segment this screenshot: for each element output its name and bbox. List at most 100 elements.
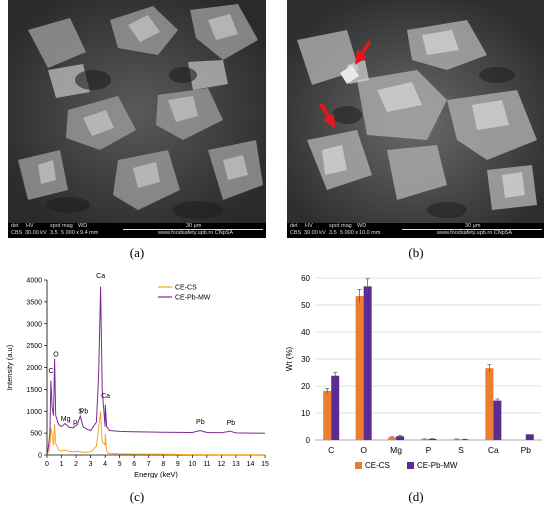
site-label: www.foodsafety.upb.ro CNpSA bbox=[437, 230, 513, 236]
category-label: Ca bbox=[488, 445, 499, 455]
legend-swatch bbox=[407, 462, 414, 469]
label-spot: spot bbox=[329, 223, 340, 229]
sem-texture-b bbox=[287, 0, 544, 223]
category-label: P bbox=[426, 445, 432, 455]
y-tick-label: 50 bbox=[301, 301, 310, 310]
value-spot: 3.5 bbox=[329, 230, 337, 236]
y-axis-label: Intensity (a.u) bbox=[5, 344, 14, 390]
bar-ca-2 bbox=[493, 400, 502, 440]
x-tick-label: 10 bbox=[188, 461, 196, 468]
x-tick-label: 2 bbox=[74, 461, 78, 468]
peak-label: C bbox=[49, 368, 54, 375]
y-tick-label: 3500 bbox=[26, 299, 42, 306]
x-tick-label: 14 bbox=[247, 461, 255, 468]
scale-label: 30 μm bbox=[186, 223, 202, 229]
value-wd: 9.4 mm bbox=[80, 230, 99, 236]
y-tick-label: 0 bbox=[306, 436, 311, 445]
value-hv: 30.00 kV bbox=[304, 230, 326, 236]
x-tick-label: 0 bbox=[45, 461, 49, 468]
legend-label: CE-Pb-MW bbox=[175, 295, 211, 302]
y-tick-label: 500 bbox=[30, 431, 42, 438]
y-tick-label: 2500 bbox=[26, 343, 42, 350]
label-wd: WD bbox=[78, 223, 88, 229]
y-tick-label: 2000 bbox=[26, 365, 42, 372]
sem-image-b: det HV spot mag WD CBS 30.00 kV 3.5 5 00… bbox=[287, 0, 544, 238]
x-tick-label: 9 bbox=[176, 461, 180, 468]
x-tick-label: 12 bbox=[218, 461, 226, 468]
site-label: www.foodsafety.upb.ro CNpSA bbox=[158, 230, 234, 236]
value-det: CBS bbox=[11, 230, 23, 236]
y-tick-label: 20 bbox=[301, 382, 310, 391]
peak-label: O bbox=[53, 352, 59, 359]
value-mag: 5 000 x bbox=[340, 230, 359, 236]
legend-label: CE-CS bbox=[365, 461, 390, 470]
x-tick-label: 13 bbox=[232, 461, 240, 468]
bar-mg-2 bbox=[396, 436, 405, 440]
bar-ca-1 bbox=[485, 368, 494, 440]
x-tick-label: 3 bbox=[89, 461, 93, 468]
y-axis-label: Wt (%) bbox=[285, 346, 294, 371]
label-hv: HV bbox=[26, 223, 34, 229]
peak-label: Ca bbox=[101, 393, 110, 400]
caption-d: (d) bbox=[408, 489, 424, 504]
peak-label: S bbox=[78, 408, 83, 415]
category-label: C bbox=[328, 445, 334, 455]
caption-a: (a) bbox=[129, 245, 145, 260]
series-line-2 bbox=[46, 286, 266, 456]
x-tick-label: 11 bbox=[203, 461, 210, 468]
peak-label: P bbox=[73, 420, 78, 427]
peak-label: Pb bbox=[80, 408, 89, 415]
value-wd: 10.0 mm bbox=[359, 230, 381, 236]
caption-c: (c) bbox=[129, 489, 145, 504]
sem-texture-a bbox=[8, 0, 266, 223]
peak-label: Mg bbox=[61, 416, 71, 423]
label-det: det bbox=[290, 223, 298, 229]
scale-bar bbox=[402, 229, 542, 230]
label-det: det bbox=[11, 223, 19, 229]
bar-o-1 bbox=[355, 296, 364, 440]
wt-percent-bar-chart: 0 10 20 30 40 50 60 Wt (%) C O Mg P S Ca Pb CE-CS CE-Pb-… bbox=[285, 274, 542, 470]
y-tick-label: 40 bbox=[301, 328, 310, 337]
scale-label: 30 μm bbox=[465, 223, 481, 229]
x-tick-label: 6 bbox=[132, 461, 136, 468]
label-hv: HV bbox=[305, 223, 313, 229]
x-tick-label: 4 bbox=[103, 461, 107, 468]
x-tick-label: 5 bbox=[118, 461, 122, 468]
category-label: O bbox=[360, 445, 367, 455]
peak-label: Pb bbox=[196, 419, 205, 426]
y-tick-label: 30 bbox=[301, 355, 310, 364]
y-tick-label: 1500 bbox=[26, 387, 42, 394]
bar-s-2 bbox=[460, 439, 469, 440]
y-tick-label: 60 bbox=[301, 274, 310, 283]
bar-p-2 bbox=[428, 438, 437, 440]
red-arrow-icon bbox=[319, 103, 335, 128]
category-label: Pb bbox=[521, 445, 532, 455]
y-tick-label: 4000 bbox=[26, 278, 42, 285]
sem-info-bar-a: det HV spot mag WD CBS 30.00 kV 3.5 5 00… bbox=[8, 223, 266, 238]
x-axis-label: Energy (keV) bbox=[134, 470, 178, 478]
particle-highlight bbox=[340, 65, 359, 84]
x-tick-label: 7 bbox=[147, 461, 151, 468]
y-tick-label: 0 bbox=[38, 453, 42, 460]
category-label: Mg bbox=[390, 445, 402, 455]
bar-mg-1 bbox=[388, 437, 397, 440]
peak-label: Ca bbox=[96, 273, 105, 280]
category-label: S bbox=[458, 445, 464, 455]
x-tick-label: 15 bbox=[261, 461, 269, 468]
label-wd: WD bbox=[357, 223, 367, 229]
bar-pb-2 bbox=[525, 434, 534, 440]
sem-info-bar-b: det HV spot mag WD CBS 30.00 kV 3.5 5 00… bbox=[287, 223, 544, 238]
bar-c-1 bbox=[323, 390, 332, 440]
x-tick-label: 1 bbox=[60, 461, 64, 468]
peak-label: Pb bbox=[227, 420, 236, 427]
bar-p-1 bbox=[420, 439, 429, 440]
label-mag: mag bbox=[62, 223, 73, 229]
sem-image-a: det HV spot mag WD CBS 30.00 kV 3.5 5 00… bbox=[8, 0, 266, 238]
value-spot: 3.5 bbox=[50, 230, 58, 236]
legend-label: CE-Pb-MW bbox=[417, 461, 458, 470]
y-tick-label: 3000 bbox=[26, 321, 42, 328]
y-tick-label: 10 bbox=[301, 409, 310, 418]
y-tick-label: 1000 bbox=[26, 409, 42, 416]
label-mag: mag bbox=[341, 223, 352, 229]
